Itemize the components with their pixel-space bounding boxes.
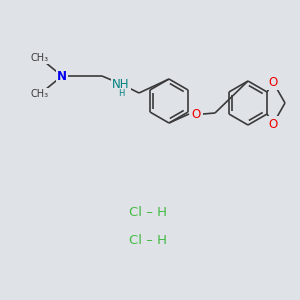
Text: O: O xyxy=(191,107,201,121)
Text: Cl – H: Cl – H xyxy=(129,206,167,218)
Text: N: N xyxy=(57,70,67,83)
Text: H: H xyxy=(118,89,124,98)
Text: O: O xyxy=(268,76,278,88)
Text: CH₃: CH₃ xyxy=(31,53,49,63)
Text: NH: NH xyxy=(112,77,130,91)
Text: O: O xyxy=(268,118,278,130)
Text: Cl – H: Cl – H xyxy=(129,233,167,247)
Text: CH₃: CH₃ xyxy=(31,89,49,99)
